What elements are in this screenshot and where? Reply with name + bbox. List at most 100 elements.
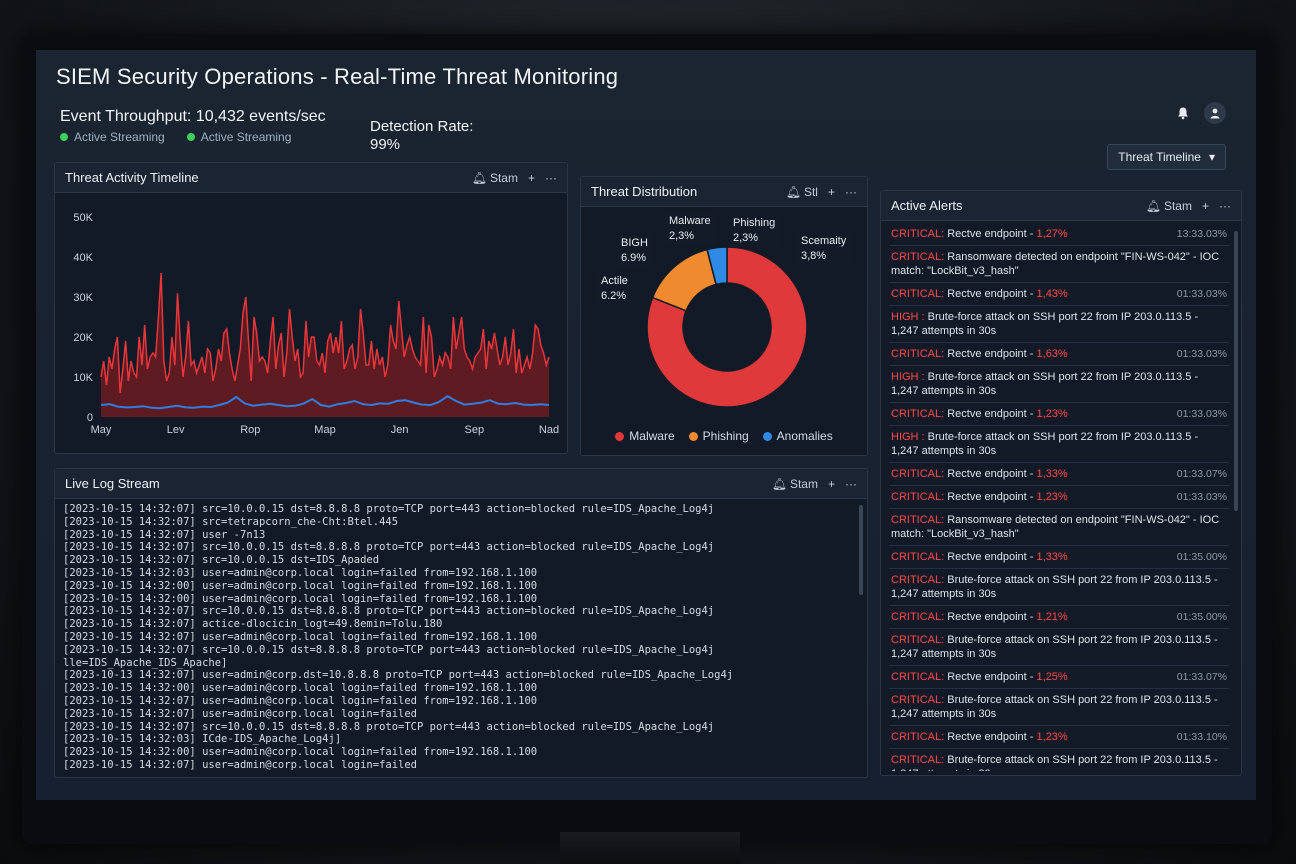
distribution-title: Threat Distribution <box>591 184 698 199</box>
alert-item[interactable]: CRITICAL: Ransomware detected on endpoin… <box>889 509 1229 546</box>
alert-item[interactable]: CRITICAL: Rectve endpoint - 1,23% 01:33.1… <box>889 726 1229 749</box>
status-dot <box>60 133 68 141</box>
log-line: [2023-10-15 14:32:07] user=admin@corp.lo… <box>63 758 418 771</box>
alert-timestamp: 01:35.00% <box>1176 551 1227 563</box>
alert-text: Rectve endpoint - <box>947 611 1037 623</box>
alert-text: Rectve endpoint - <box>947 228 1037 240</box>
detection-rate-metric: Detection Rate: 99% <box>370 118 473 154</box>
log-line: [2023-10-15 14:32:03] user=admin@corp.lo… <box>63 566 538 579</box>
streaming-status-text: Active Streaming <box>74 130 165 144</box>
more-icon[interactable]: ··· <box>845 184 857 199</box>
log-line: [2023-10-13 14:32:07] user=admin@corp.ds… <box>63 669 734 682</box>
alert-text: Ransomware detected on endpoint "FIN-WS-… <box>891 251 1220 277</box>
add-icon[interactable]: + <box>827 184 835 199</box>
more-icon[interactable]: ··· <box>545 170 557 185</box>
alert-text: Brute-force attack on SSH port 22 from I… <box>891 431 1199 457</box>
user-icon[interactable] <box>1204 102 1226 124</box>
log-line: [2023-10-15 14:32:07] user=admin@corp.lo… <box>63 630 538 643</box>
bell-icon: 🔔︎ <box>1145 198 1161 213</box>
y-tick-label: 40K <box>73 252 93 264</box>
x-tick-label: Map <box>314 424 335 436</box>
alert-item[interactable]: CRITICAL: Rectve endpoint - 1,43% 01:33.0… <box>889 283 1229 306</box>
alert-item[interactable]: HIGH : Brute-force attack on SSH port 22… <box>889 426 1229 463</box>
log-line: [2023-10-15 14:32:07] src=10.0.0.15 dst=… <box>63 503 715 515</box>
alert-severity: HIGH : <box>891 371 928 383</box>
alert-text: Brute-force attack on SSH port 22 from I… <box>891 754 1218 771</box>
alert-text: Rectve endpoint - <box>947 288 1037 300</box>
more-icon[interactable]: ··· <box>1219 198 1231 213</box>
alert-severity: CRITICAL: <box>891 574 948 586</box>
alert-item[interactable]: CRITICAL: Brute-force attack on SSH port… <box>889 569 1229 606</box>
alert-item[interactable]: CRITICAL: Rectve endpoint - 1,21% 01:35.0… <box>889 606 1229 629</box>
add-icon[interactable]: + <box>527 170 535 185</box>
alert-severity: CRITICAL: <box>891 514 948 526</box>
slice-label-scemaity: Scemaity 3,8% <box>797 233 851 265</box>
log-scrollbar[interactable] <box>859 505 863 595</box>
log-line: [2023-10-15 14:32:07] src=tetrapcorn_che… <box>63 515 399 528</box>
alert-item[interactable]: CRITICAL: Ransomware detected on endpoin… <box>889 246 1229 283</box>
log-line: [2023-10-15 14:32:03] ICde-IDS_Apache_Lo… <box>63 733 342 746</box>
alert-severity: CRITICAL: <box>891 288 948 300</box>
add-icon[interactable]: + <box>1201 198 1209 213</box>
alert-timestamp: 13:33.03% <box>1176 228 1227 240</box>
add-icon[interactable]: + <box>827 476 835 491</box>
alert-item[interactable]: CRITICAL: Rectve endpoint - 1,25% 01:33.0… <box>889 666 1229 689</box>
alert-percent: 1,21% <box>1036 611 1068 623</box>
alert-severity: CRITICAL: <box>891 634 948 646</box>
bell-icon: 🔔︎ <box>471 170 487 185</box>
alerts-settings-button[interactable]: 🔔︎ Stam <box>1146 199 1192 213</box>
alert-text: Brute-force attack on SSH port 22 from I… <box>891 574 1218 600</box>
alert-text: Rectve endpoint - <box>947 551 1037 563</box>
log-settings-button[interactable]: 🔔︎ Stam <box>772 477 818 491</box>
series-line <box>100 395 550 410</box>
timeline-settings-button[interactable]: 🔔︎ Stam <box>472 171 518 185</box>
alert-severity: CRITICAL: <box>891 611 948 623</box>
y-tick-label: 10K <box>73 372 93 384</box>
alert-timestamp: 01:33.03% <box>1176 288 1227 300</box>
slice-label-bigh: BIGH 6.9% <box>617 235 652 267</box>
streaming-status: Active Streaming <box>60 130 165 144</box>
alert-item[interactable]: CRITICAL: Rectve endpoint - 1,33% 01:35.0… <box>889 546 1229 569</box>
alert-item[interactable]: CRITICAL: Brute-force attack on SSH port… <box>889 689 1229 726</box>
distribution-settings-button[interactable]: 🔔︎ Stl <box>786 185 818 199</box>
alert-item[interactable]: CRITICAL: Rectve endpoint - 1,33% 01:33.0… <box>889 463 1229 486</box>
log-line: [2023-10-15 14:32:07] src=10.0.0.15 dst=… <box>63 605 715 618</box>
alert-timestamp: 01:33.03% <box>1176 348 1227 360</box>
log-title: Live Log Stream <box>65 476 160 491</box>
alert-item[interactable]: CRITICAL: Rectve endpoint - 1,23% 01:33.0… <box>889 403 1229 426</box>
alert-timestamp: 01:33.03% <box>1176 408 1227 420</box>
distribution-legend: Malware Phishing Anomalies <box>581 429 867 443</box>
log-line: [2023-10-15 14:32:07] user=admin@corp.lo… <box>63 707 418 720</box>
distribution-chart <box>646 246 808 408</box>
alert-severity: HIGH : <box>891 431 928 443</box>
x-tick-label: Nad <box>539 424 559 436</box>
alert-severity: HIGH : <box>891 311 928 323</box>
log-line: [2023-10-15 14:32:07] src=10.0.0.15 dst=… <box>63 720 715 733</box>
alert-item[interactable]: CRITICAL: Rectve endpoint - 1,23% 01:33.0… <box>889 486 1229 509</box>
y-tick-label: 20K <box>73 332 93 344</box>
alerts-tool-label: Stam <box>1163 198 1192 213</box>
alert-item[interactable]: CRITICAL: Brute-force attack on SSH port… <box>889 749 1229 771</box>
x-tick-label: May <box>91 424 112 436</box>
bell-icon[interactable] <box>1172 102 1194 124</box>
alert-text: Rectve endpoint - <box>947 408 1037 420</box>
alert-severity: CRITICAL: <box>891 251 948 263</box>
alert-item[interactable]: HIGH : Brute-force attack on SSH port 22… <box>889 306 1229 343</box>
streaming-status: Active Streaming <box>186 130 291 144</box>
alert-item[interactable]: CRITICAL: Rectve endpoint - 1,63% 01:33.0… <box>889 343 1229 366</box>
more-icon[interactable]: ··· <box>845 476 857 491</box>
alert-timestamp: 01:33.10% <box>1176 731 1227 743</box>
log-line: [2023-10-15 14:32:00] user=admin@corp.lo… <box>63 746 538 759</box>
alert-item[interactable]: HIGH : Brute-force attack on SSH port 22… <box>889 366 1229 403</box>
donut-slice-phishing <box>651 248 717 312</box>
alert-item[interactable]: CRITICAL: Rectve endpoint - 1,27% 13:33.0… <box>889 223 1229 246</box>
log-line: [2023-10-15 14:32:07] src=10.0.0.15 dst=… <box>63 541 715 554</box>
x-tick-label: Jen <box>391 424 409 436</box>
alerts-scrollbar[interactable] <box>1234 231 1238 511</box>
alerts-panel: Active Alerts 🔔︎ Stam + ··· CRITICAL: Re… <box>880 190 1242 776</box>
view-select[interactable]: Threat Timeline ▾ <box>1107 144 1226 170</box>
alert-item[interactable]: CRITICAL: Brute-force attack on SSH port… <box>889 629 1229 666</box>
alert-text: Brute-force attack on SSH port 22 from I… <box>891 694 1218 720</box>
alert-text: Rectve endpoint - <box>947 491 1037 503</box>
slice-label-phishing: Phishing 2,3% <box>729 215 780 247</box>
